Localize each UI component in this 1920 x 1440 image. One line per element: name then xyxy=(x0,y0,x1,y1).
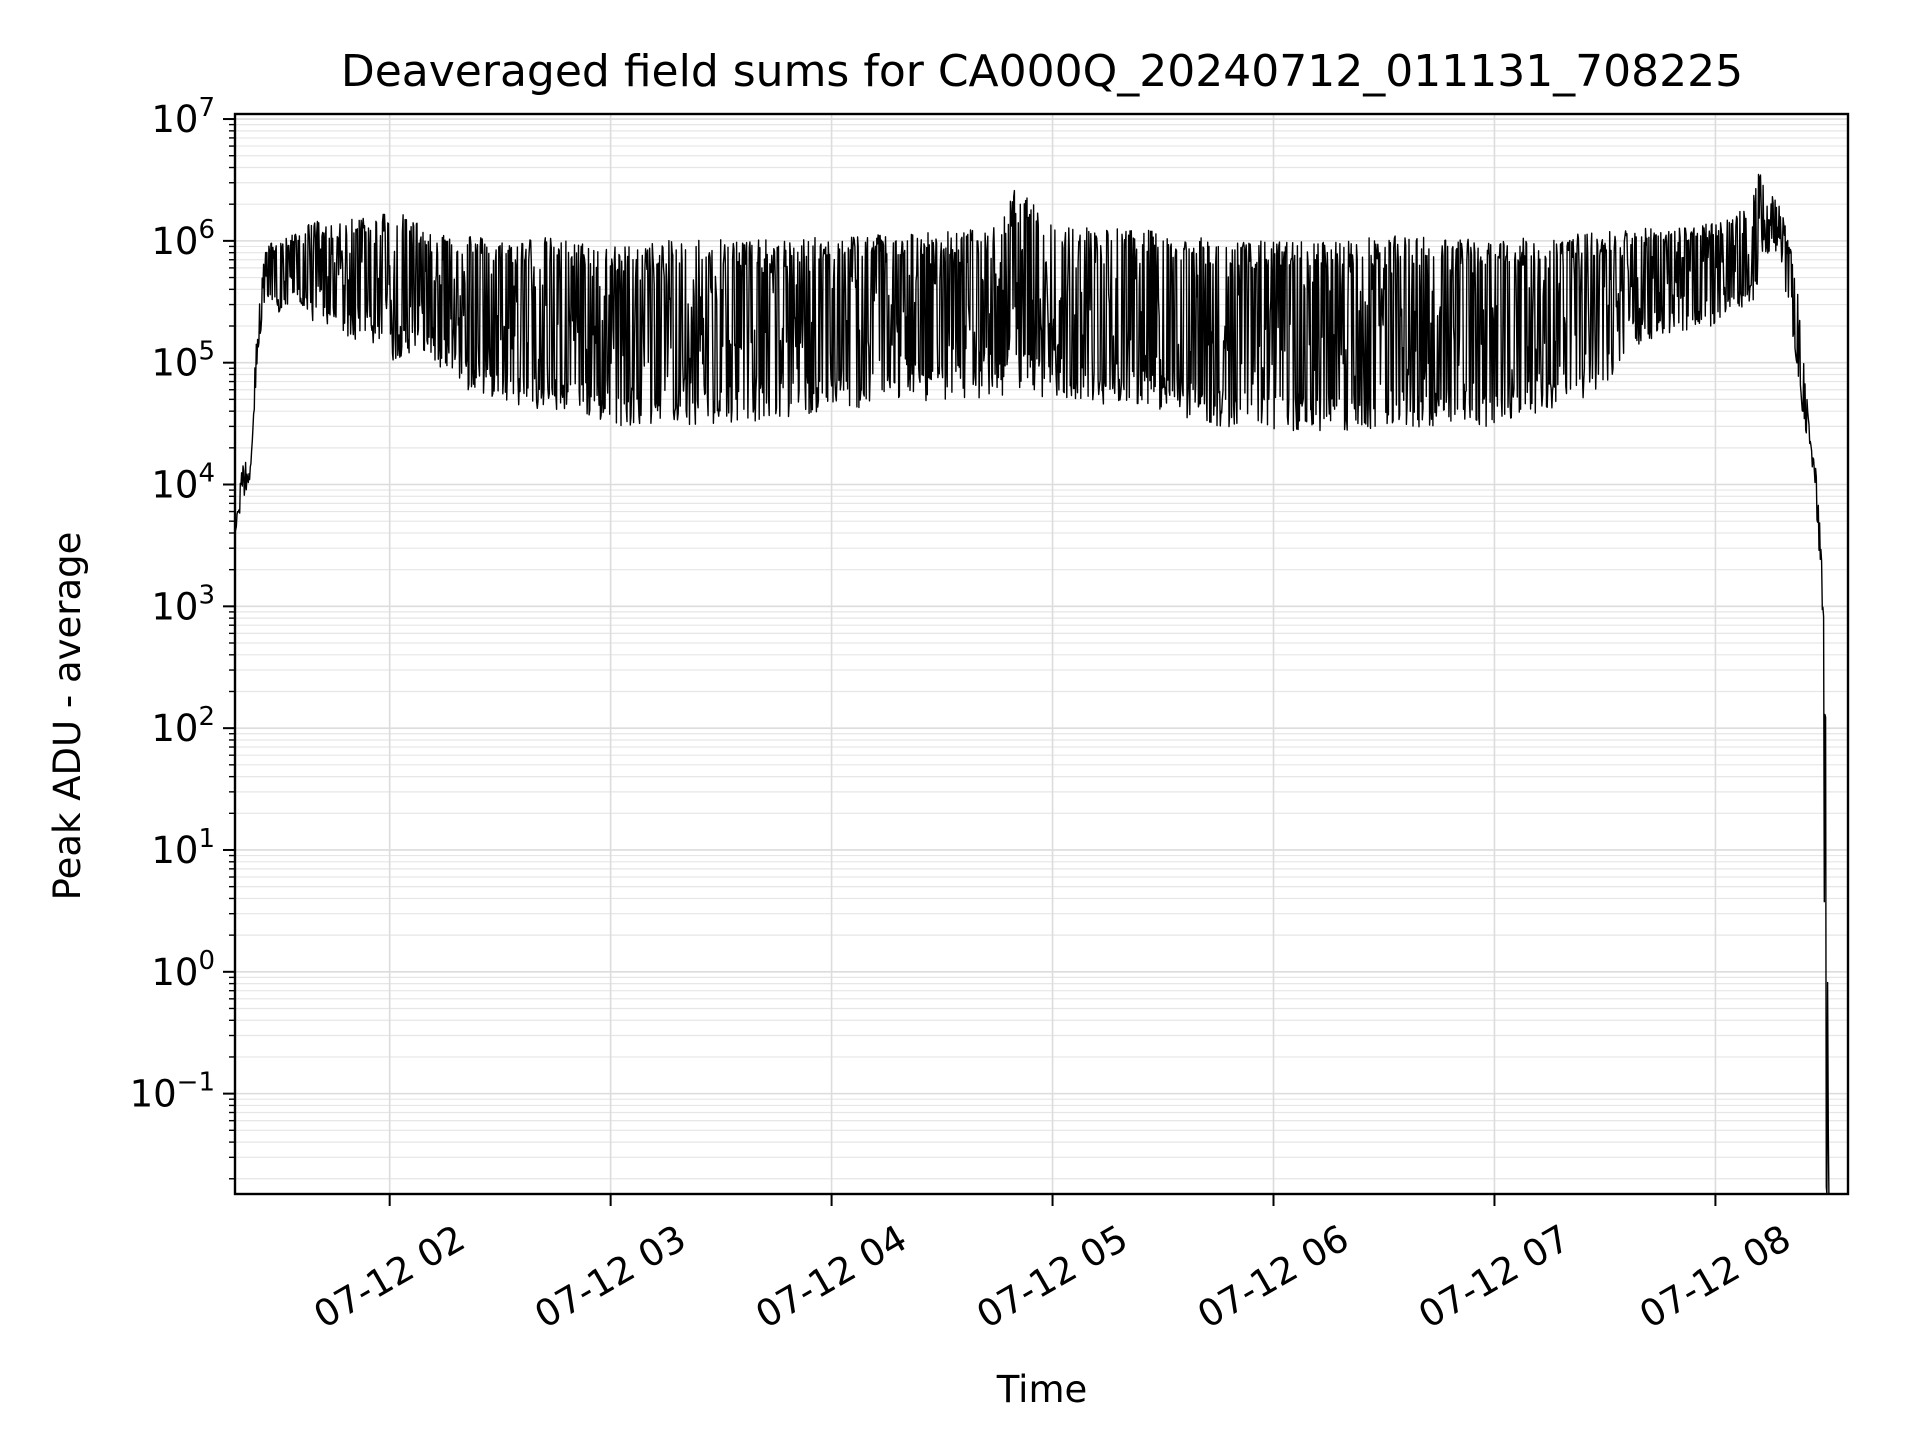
y-tick-label: 10−1 xyxy=(130,1068,215,1116)
y-tick-label: 104 xyxy=(151,459,215,507)
y-axis-label: Peak ADU - average xyxy=(46,532,89,901)
x-axis-label: Time xyxy=(996,1368,1088,1411)
chart-title: Deaveraged field sums for CA000Q_2024071… xyxy=(341,46,1743,97)
plot-area xyxy=(234,173,1830,1195)
y-tick-label: 107 xyxy=(151,93,215,141)
y-tick-label: 106 xyxy=(151,215,215,263)
y-tick-label: 103 xyxy=(151,580,215,628)
y-tick-label: 102 xyxy=(151,702,215,750)
y-tick-label: 101 xyxy=(151,824,215,872)
x-tick-label: 07-12 08 xyxy=(1632,1217,1798,1337)
x-tick-label: 07-12 05 xyxy=(969,1217,1135,1337)
plot-frame xyxy=(233,112,1850,1196)
y-tick-label: 100 xyxy=(151,946,215,994)
series-line xyxy=(234,173,1830,1195)
x-tick-label: 07-12 06 xyxy=(1190,1217,1356,1337)
x-tick-label: 07-12 04 xyxy=(749,1217,915,1337)
x-tick-label: 07-12 07 xyxy=(1411,1217,1577,1337)
x-tick-label: 07-12 03 xyxy=(528,1217,694,1337)
y-tick-label: 105 xyxy=(151,337,215,385)
x-tick-label: 07-12 02 xyxy=(307,1217,473,1337)
